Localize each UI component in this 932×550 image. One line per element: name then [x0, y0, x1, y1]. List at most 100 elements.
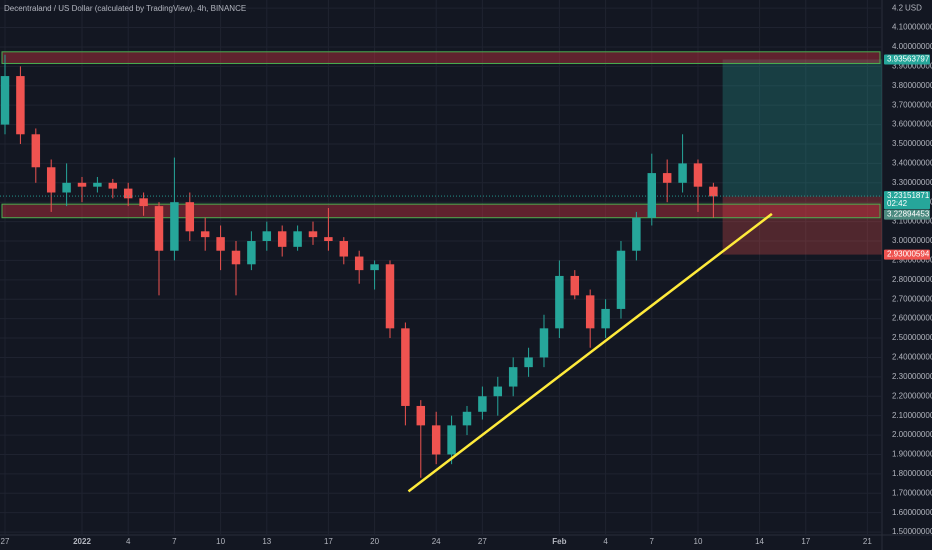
y-tick-label: 4.2 — [892, 3, 904, 12]
y-tick-label: 2.40000000 — [892, 353, 932, 362]
candle-body — [693, 163, 703, 187]
candle-body — [508, 367, 518, 387]
candle-body — [16, 76, 25, 135]
candle-body — [247, 241, 256, 265]
candle-body — [31, 134, 41, 168]
x-tick-label: 17 — [324, 537, 333, 546]
candle-body — [662, 173, 672, 183]
profit-zone — [722, 59, 882, 197]
candle-body — [339, 241, 349, 257]
currency-label: USD — [905, 3, 922, 12]
candle-body — [385, 264, 395, 329]
x-tick-label: 4 — [603, 537, 608, 546]
y-tick-label: 2.20000000 — [892, 391, 932, 400]
price-badge-label: 3.22894453 — [887, 210, 930, 219]
candle-body — [709, 186, 718, 197]
y-tick-label: 3.50000000 — [892, 139, 932, 148]
candle-body — [601, 308, 610, 329]
candle-body — [462, 411, 472, 426]
candle-body — [416, 405, 426, 426]
candle-body — [293, 231, 302, 247]
candle-body — [585, 295, 595, 329]
candle-body — [478, 396, 487, 412]
candle-body — [154, 206, 164, 251]
candle-body — [185, 202, 195, 232]
y-tick-label: 3.80000000 — [892, 81, 932, 90]
candle-body — [524, 357, 533, 368]
price-badge — [884, 249, 930, 260]
candle-body — [431, 425, 441, 455]
candle-body — [632, 217, 641, 251]
price-badge — [884, 209, 930, 220]
price-badge-label: 2.93000594 — [887, 250, 930, 259]
y-tick-label: 2.30000000 — [892, 372, 932, 381]
zone — [1, 51, 881, 64]
x-tick-label: Feb — [552, 537, 566, 546]
chart-title: Decentraland / US Dollar (calculated by … — [4, 4, 246, 13]
x-tick-label: 17 — [801, 537, 810, 546]
candle-body — [216, 237, 225, 251]
x-tick-label: 7 — [650, 537, 655, 546]
candle-body — [324, 237, 333, 242]
y-tick-label: 4.10000000 — [892, 23, 932, 32]
candle-body — [493, 386, 503, 397]
candle-body — [139, 198, 148, 207]
x-tick-label: 27 — [1, 537, 10, 546]
trend-line — [407, 212, 773, 493]
candle-body — [123, 188, 133, 199]
price-badge — [884, 54, 930, 65]
candle-body — [262, 231, 272, 242]
y-tick-label: 2.80000000 — [892, 275, 932, 284]
candle-body — [370, 264, 379, 271]
y-tick-label: 3.10000000 — [892, 217, 932, 226]
y-tick-label: 2.10000000 — [892, 411, 932, 420]
candle-body — [308, 231, 318, 238]
y-tick-label: 3.70000000 — [892, 100, 932, 109]
candle-body — [678, 163, 687, 183]
candle-body — [46, 167, 56, 193]
y-tick-label: 2.60000000 — [892, 314, 932, 323]
candle-body — [401, 328, 410, 406]
y-tick-label: 1.60000000 — [892, 508, 932, 517]
price-badge-label: 3.93563797 — [887, 55, 930, 64]
x-tick-label: 24 — [432, 537, 441, 546]
y-tick-label: 2.50000000 — [892, 333, 932, 342]
x-tick-label: 13 — [262, 537, 271, 546]
x-tick-label: 4 — [126, 537, 131, 546]
y-tick-label: 3.90000000 — [892, 61, 932, 70]
candle-body — [200, 231, 210, 238]
y-tick-label: 2.70000000 — [892, 294, 932, 303]
candle-body — [77, 182, 87, 187]
y-tick-label: 1.80000000 — [892, 469, 932, 478]
y-tick-label: 3.60000000 — [892, 120, 932, 129]
x-tick-label: 20 — [370, 537, 379, 546]
candle-body — [62, 182, 71, 193]
candle-body — [108, 182, 118, 189]
y-tick-label: 3.30000000 — [892, 178, 932, 187]
candle-body — [539, 328, 549, 358]
y-tick-label: 2.90000000 — [892, 256, 932, 265]
x-tick-label: 7 — [172, 537, 177, 546]
x-tick-label: 21 — [863, 537, 872, 546]
candle-body — [555, 275, 564, 329]
candle-body — [93, 182, 102, 187]
y-tick-label: 3.40000000 — [892, 159, 932, 168]
y-tick-label: 1.90000000 — [892, 450, 932, 459]
y-tick-label: 2.00000000 — [892, 430, 932, 439]
loss-zone — [722, 196, 882, 255]
y-tick-label: 4.00000000 — [892, 42, 932, 51]
price-badge — [884, 191, 930, 210]
price-badge-label: 3.23151871 — [887, 191, 930, 200]
candle-body — [447, 425, 456, 455]
x-tick-label: 14 — [755, 537, 764, 546]
candle-body — [616, 250, 626, 309]
y-tick-label: 3.00000000 — [892, 236, 932, 245]
x-tick-label: 27 — [478, 537, 487, 546]
candle-body — [647, 173, 657, 218]
candle-body — [170, 202, 179, 251]
candle-body — [277, 231, 287, 247]
x-tick-label: 10 — [216, 537, 225, 546]
y-tick-label: 1.70000000 — [892, 488, 932, 497]
